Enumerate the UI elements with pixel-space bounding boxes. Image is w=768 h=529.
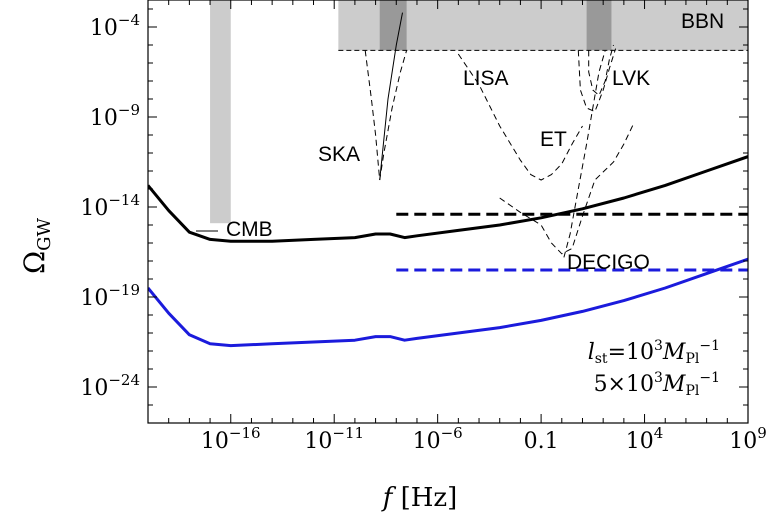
sensitivity-curves [364, 12, 635, 258]
x-tick-label: 10−11 [304, 424, 364, 454]
annotation-lisa: LISA [463, 67, 509, 90]
sensitivity-curve-ska [364, 50, 408, 181]
region-ska_dark_band [379, 0, 407, 51]
annotations: CMB BBN SKA LISA ET LVK DECIGO [196, 10, 724, 274]
constraint-regions [210, 0, 748, 224]
x-tick-label: 10−16 [201, 424, 261, 454]
annotation-bbn: BBN [681, 10, 724, 33]
data-series [148, 155, 748, 348]
x-tick-label: 10−6 [413, 424, 463, 454]
plot-frame [147, 0, 749, 424]
legend-line-1: lst=103MPl−1 [588, 338, 720, 367]
sensitivity-curve-lisa [457, 53, 583, 181]
annotation-et: ET [540, 128, 567, 151]
x-axis-label: f [Hz] [381, 483, 458, 513]
annotation-lvk: LVK [612, 67, 650, 90]
y-tick-label: 10−9 [90, 101, 140, 131]
axis-ticks: 10−16 10−11 10−6 0.1 104 109 10−4 10−9 10−14 10−1… [80, 0, 767, 454]
y-axis-label: ΩGW [18, 217, 55, 274]
y-tick-label: 10−4 [90, 11, 140, 41]
sensitivity-curve-decigo [499, 122, 635, 255]
y-tick-label: 10−19 [80, 281, 140, 311]
annotation-ska: SKA [318, 143, 360, 166]
sensitivity-curve-et [563, 50, 606, 258]
region-lvk_dark_band [586, 0, 612, 51]
sensitivity-curve-lvk_2 [577, 48, 617, 113]
region-cmb_band [210, 0, 231, 224]
annotation-cmb: CMB [226, 218, 273, 241]
series-spectrum_black [148, 155, 748, 243]
x-tick-label: 104 [626, 424, 664, 454]
legend-text: lst=103MPl−1 5×103MPl−1 [588, 338, 720, 399]
sensitivity-curve-ska_solid [379, 12, 403, 181]
y-tick-label: 10−24 [80, 371, 140, 401]
x-tick-label: 0.1 [524, 429, 559, 454]
y-tick-label: 10−14 [80, 191, 140, 221]
x-tick-label: 109 [729, 424, 767, 454]
annotation-decigo: DECIGO [567, 251, 650, 274]
series-spectrum_blue [148, 257, 748, 348]
sensitivity-curve-lvk_1 [588, 44, 614, 97]
legend-line-2: 5×103MPl−1 [594, 370, 720, 399]
